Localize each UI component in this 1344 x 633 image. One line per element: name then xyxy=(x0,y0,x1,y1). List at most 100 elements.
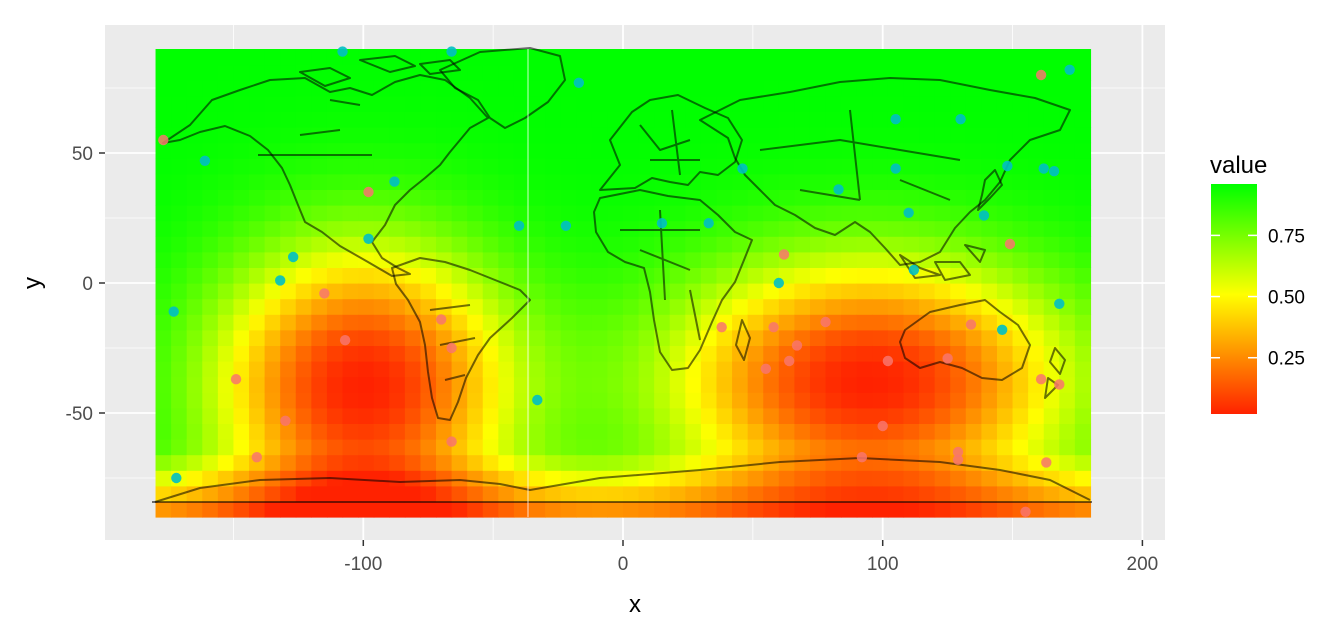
heatmap-tile xyxy=(981,236,998,253)
heatmap-tile xyxy=(233,251,250,268)
heatmap-tile xyxy=(264,80,281,97)
heatmap-tile xyxy=(467,64,484,81)
heatmap-tile xyxy=(342,407,359,424)
heatmap-tile xyxy=(841,376,858,393)
heatmap-tile xyxy=(186,329,203,346)
heatmap-tile xyxy=(654,95,671,112)
heatmap-tile xyxy=(404,298,422,315)
heatmap-tile xyxy=(498,361,515,378)
heatmap-tile xyxy=(513,251,531,268)
heatmap-tile xyxy=(654,267,671,284)
heatmap-tile xyxy=(591,142,609,159)
heatmap-tile xyxy=(981,142,998,159)
heatmap-tile xyxy=(809,423,827,440)
heatmap-tile xyxy=(217,205,235,222)
heatmap-tile xyxy=(202,298,219,315)
heatmap-tile xyxy=(482,423,499,440)
heatmap-tile xyxy=(1043,485,1060,502)
heatmap-tile xyxy=(778,49,796,66)
heatmap-tile xyxy=(358,439,375,456)
heatmap-tile xyxy=(233,173,250,190)
heatmap-tile xyxy=(825,423,842,440)
heatmap-tile xyxy=(217,470,235,487)
heatmap-tile xyxy=(233,189,250,206)
heatmap-tile xyxy=(778,423,796,440)
heatmap-tile xyxy=(825,392,842,409)
heatmap-tile xyxy=(934,111,951,128)
heatmap-tile xyxy=(732,111,749,128)
heatmap-tile xyxy=(1028,142,1045,159)
heatmap-tile xyxy=(233,423,250,440)
heatmap-tile xyxy=(1012,49,1029,66)
heatmap-tile xyxy=(202,251,219,268)
heatmap-tile xyxy=(716,64,733,81)
heatmap-tile xyxy=(872,470,889,487)
heatmap-tile xyxy=(887,49,905,66)
heatmap-tile xyxy=(1074,236,1092,253)
heatmap-tile xyxy=(981,345,998,362)
heatmap-tile xyxy=(591,485,609,502)
heatmap-tile xyxy=(529,407,546,424)
heatmap-tile xyxy=(981,392,998,409)
heatmap-tile xyxy=(841,392,858,409)
heatmap-tile xyxy=(498,95,515,112)
heatmap-tile xyxy=(295,173,312,190)
heatmap-tile xyxy=(934,314,951,331)
heatmap-tile xyxy=(545,345,562,362)
heatmap-tile xyxy=(513,80,531,97)
data-point-high xyxy=(171,472,182,484)
heatmap-tile xyxy=(856,392,873,409)
heatmap-tile xyxy=(685,376,702,393)
heatmap-tile xyxy=(202,314,219,331)
heatmap-tile xyxy=(326,142,344,159)
heatmap-tile xyxy=(887,376,905,393)
heatmap-tile xyxy=(436,361,453,378)
heatmap-tile xyxy=(186,220,203,237)
heatmap-tile xyxy=(1028,407,1045,424)
heatmap-tile xyxy=(669,345,686,362)
heatmap-tile xyxy=(311,439,328,456)
heatmap-tile xyxy=(513,49,531,66)
heatmap-tile xyxy=(373,376,390,393)
heatmap-tile xyxy=(264,501,281,518)
heatmap-tile xyxy=(919,111,936,128)
heatmap-tile xyxy=(529,158,546,175)
heatmap-tile xyxy=(264,376,281,393)
heatmap-tile xyxy=(576,283,593,300)
heatmap-tile xyxy=(560,142,577,159)
heatmap-tile xyxy=(342,376,359,393)
heatmap-tile xyxy=(825,158,842,175)
heatmap-tile xyxy=(1012,376,1029,393)
heatmap-tile xyxy=(887,95,905,112)
heatmap-tile xyxy=(903,111,920,128)
heatmap-tile xyxy=(217,501,235,518)
heatmap-tile xyxy=(825,283,842,300)
heatmap-tile xyxy=(856,407,873,424)
heatmap-tile xyxy=(638,501,655,518)
heatmap-tile xyxy=(685,142,702,159)
heatmap-tile xyxy=(1012,236,1029,253)
heatmap-tile xyxy=(545,314,562,331)
heatmap-tile xyxy=(342,345,359,362)
heatmap-tile xyxy=(155,95,172,112)
heatmap-tile xyxy=(342,158,359,175)
heatmap-tile xyxy=(996,361,1014,378)
heatmap-tile xyxy=(700,267,718,284)
heatmap-tile xyxy=(264,220,281,237)
heatmap-tile xyxy=(654,111,671,128)
heatmap-tile xyxy=(155,454,172,471)
heatmap-tile xyxy=(358,314,375,331)
heatmap-tile xyxy=(404,95,422,112)
heatmap-tile xyxy=(934,95,951,112)
heatmap-tile xyxy=(903,392,920,409)
heatmap-tile xyxy=(903,80,920,97)
heatmap-tile xyxy=(233,283,250,300)
heatmap-tile xyxy=(669,205,686,222)
heatmap-tile xyxy=(467,485,484,502)
data-point-low xyxy=(952,446,964,458)
heatmap-tile xyxy=(513,454,531,471)
heatmap-tile xyxy=(249,205,266,222)
heatmap-tile xyxy=(794,158,811,175)
heatmap-tile xyxy=(311,111,328,128)
heatmap-tile xyxy=(981,283,998,300)
